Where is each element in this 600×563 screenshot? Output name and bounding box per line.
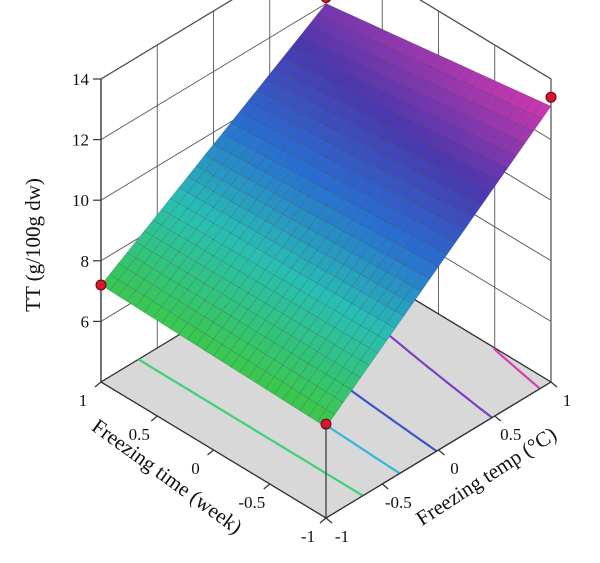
y-tick-mark: [494, 415, 502, 422]
x-tick-mark: [319, 517, 327, 524]
design-point-3: [545, 91, 557, 103]
y-tick-label: -1: [335, 527, 349, 546]
y-tick-mark: [550, 381, 558, 388]
y-tick-label: 0: [450, 459, 459, 478]
x-tick-label: -0.5: [238, 493, 265, 512]
y-tick-mark: [438, 449, 445, 456]
x-tick-label: 0: [191, 459, 200, 478]
tick-labels: 6 8 10 12 14 1 0.5 0 -0.5 -1 -1 -0.5 0 0.5 1: [72, 70, 571, 546]
z-tick-label: 14: [72, 70, 90, 89]
x-tick-mark: [263, 483, 271, 490]
y-tick-mark: [381, 483, 389, 490]
x-tick-label: 0.5: [129, 425, 150, 444]
y-tick-label: 0.5: [500, 425, 521, 444]
z-tick-label: 6: [81, 312, 90, 331]
z-axis-title: TT (g/100g dw): [21, 178, 45, 312]
response-surface: [100, 3, 552, 428]
z-tick-label: 10: [72, 191, 89, 210]
y-tick-mark: [325, 517, 333, 524]
z-tick-label: 8: [81, 252, 90, 271]
y-tick-label: 1: [563, 391, 572, 410]
x-tick-label: 1: [79, 391, 88, 410]
contour-line-4: [493, 347, 541, 390]
x-tick-mark: [94, 381, 102, 388]
z-gridline-4: [100, 0, 552, 80]
design-point-1: [321, 0, 331, 3]
x-tick-mark: [207, 449, 214, 456]
z-tick-label: 12: [72, 131, 89, 150]
x-tick-label: -1: [301, 527, 315, 546]
x-tick-mark: [150, 415, 158, 422]
design-point-0: [95, 279, 107, 291]
y-tick-label: -0.5: [385, 493, 412, 512]
